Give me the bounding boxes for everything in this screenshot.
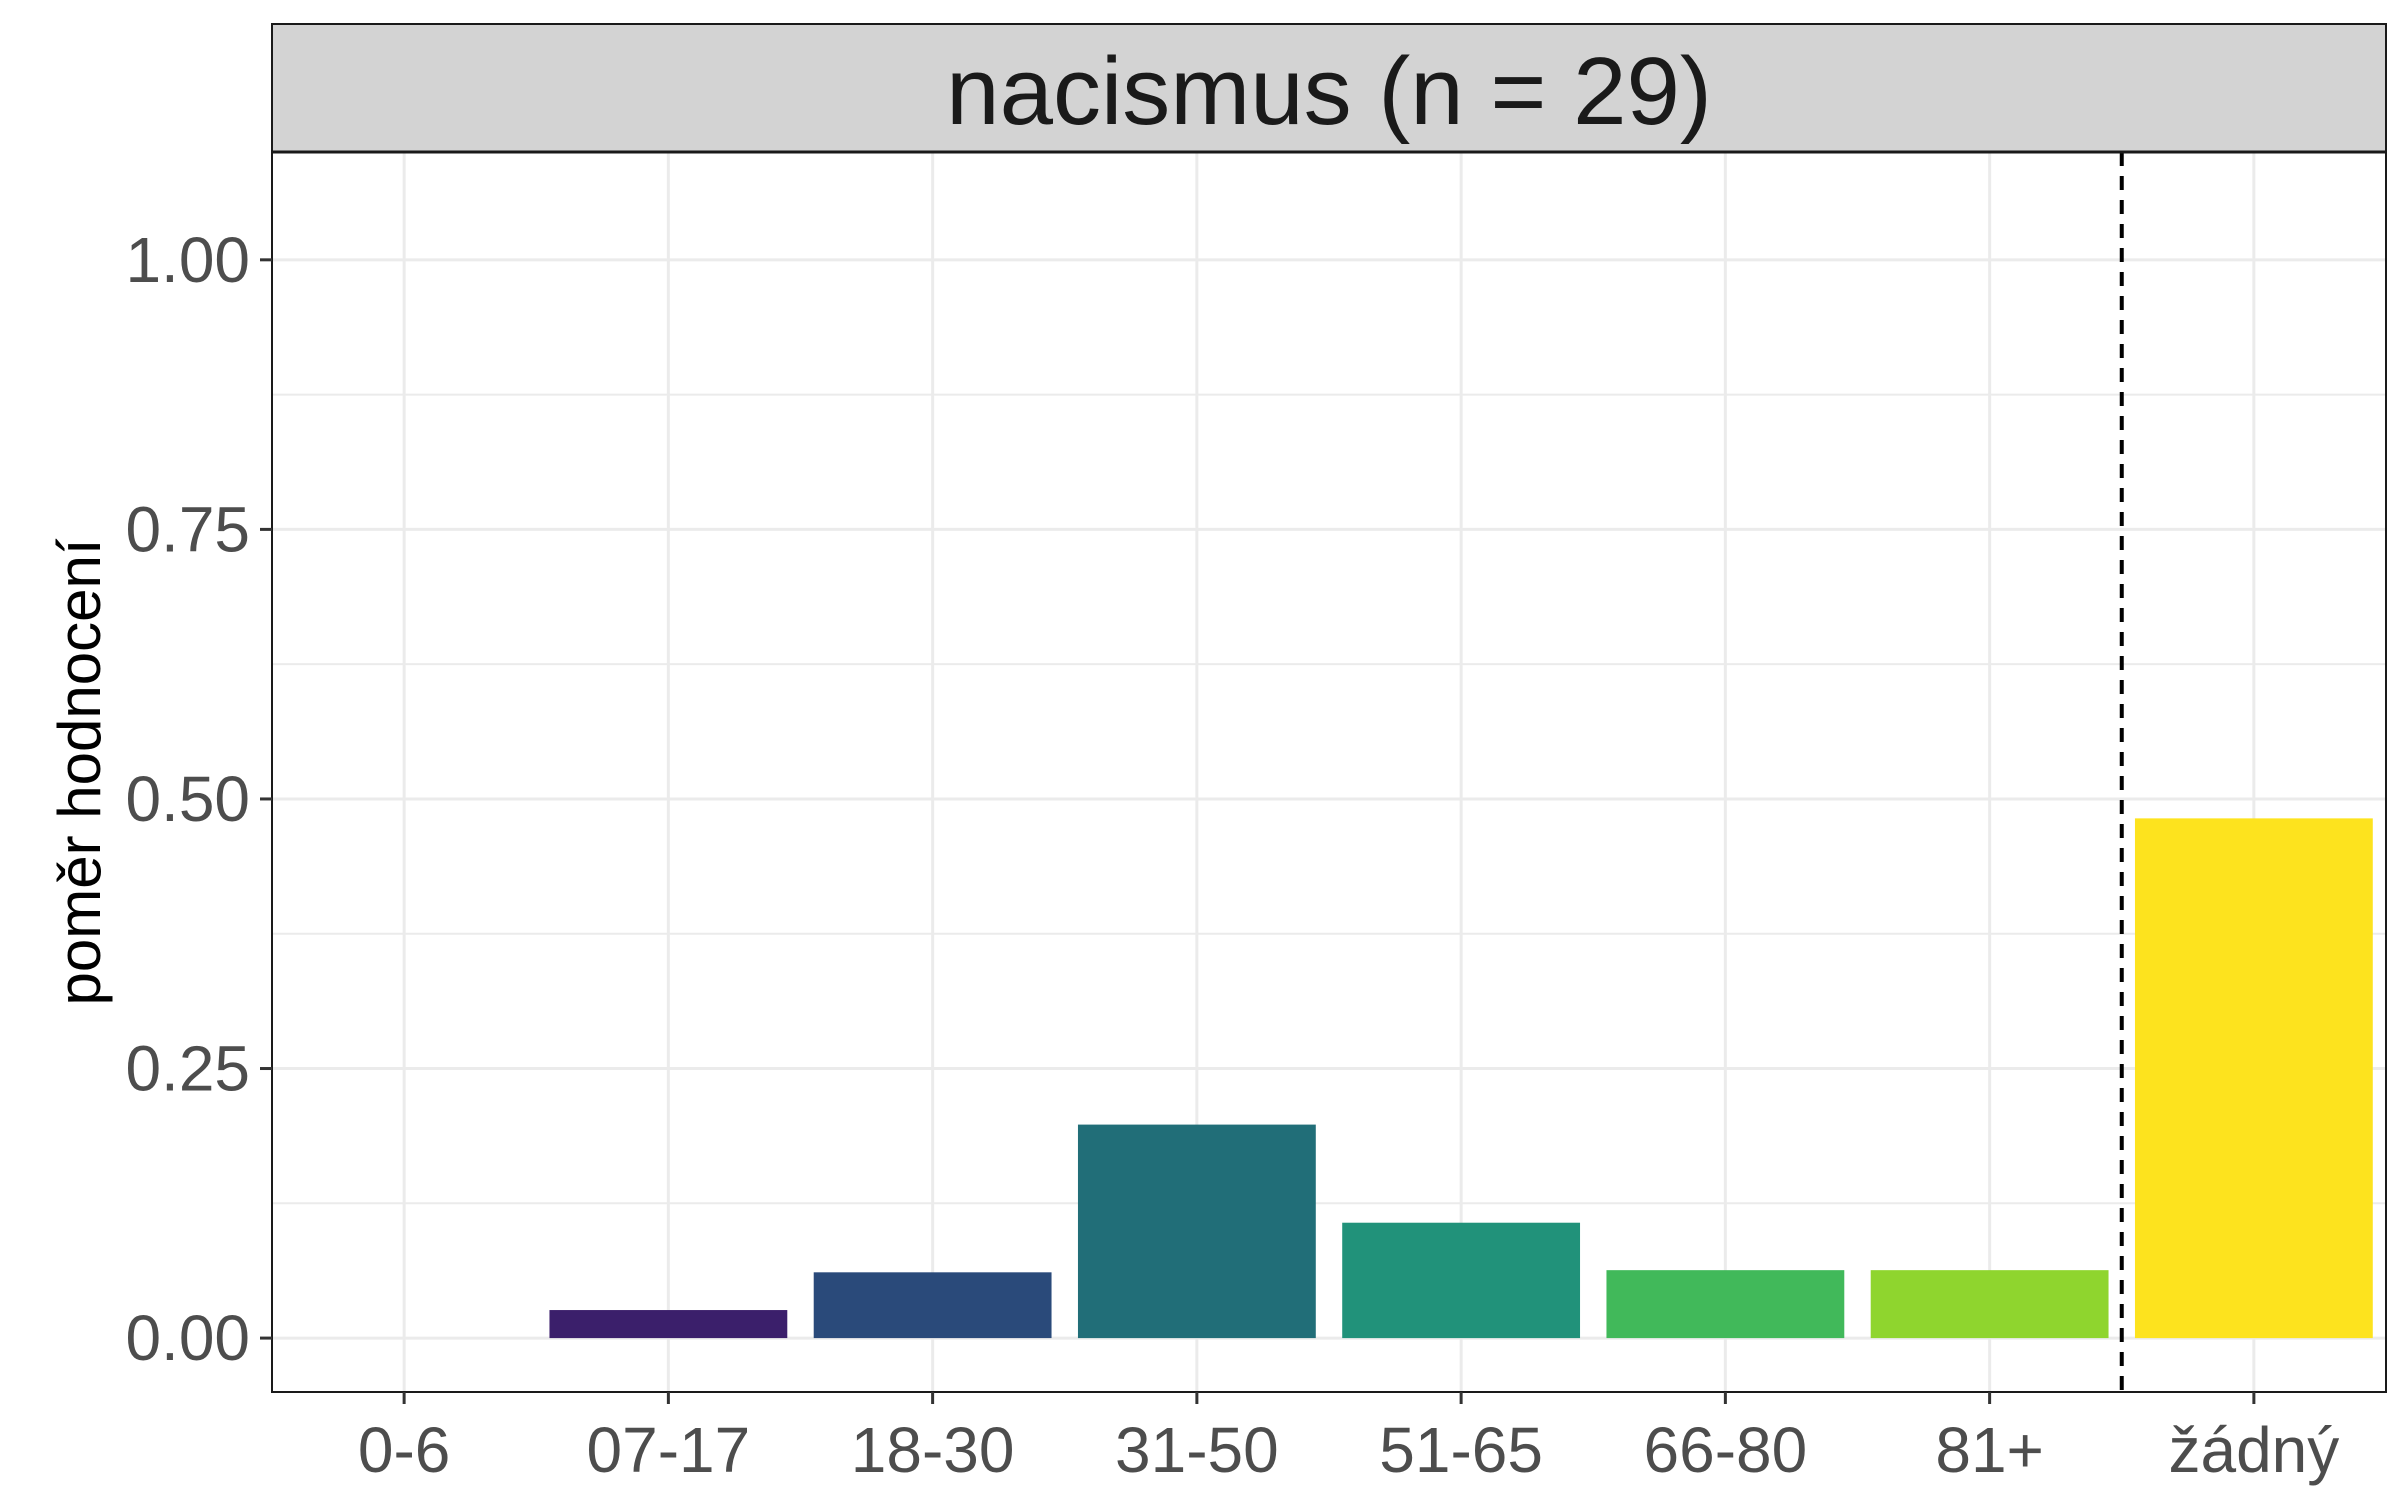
minor-gridlines [272,393,2386,1205]
y-tick-label: 1.00 [125,224,250,296]
plot-panel [272,152,2386,1392]
y-tick-label: 0.50 [125,763,250,835]
x-tick-label: 18-30 [851,1414,1015,1486]
facet-strip [271,23,2387,153]
y-tick-label: 0.25 [125,1033,250,1105]
bar-66-80 [1606,1270,1845,1339]
y-axis-title: poměr hodnocení [46,538,113,1005]
x-tick-label: žádný [2168,1414,2339,1486]
x-tick-label: 0-6 [358,1414,451,1486]
x-tick-label: 31-50 [1115,1414,1279,1486]
x-axis: 0-6 07-17 18-30 31-50 51-65 66-80 81+ žádný [358,1392,2339,1486]
bar-31-50 [1077,1124,1316,1339]
bar-18-30 [813,1272,1052,1339]
x-tick-label: 81+ [1935,1414,2044,1486]
x-tick-label: 07-17 [587,1414,751,1486]
bar-81+ [1870,1270,2109,1339]
bar-07-17 [549,1310,788,1339]
y-axis: 0.00 0.25 0.50 0.75 1.00 [125,224,272,1374]
bars [549,818,2373,1339]
x-tick-label: 51-65 [1379,1414,1543,1486]
y-tick-label: 0.75 [125,493,250,565]
bar-51-65 [1342,1222,1581,1339]
y-tick-label: 0.00 [125,1302,250,1374]
bar-žádný [2134,818,2373,1339]
major-gridlines [272,152,2386,1392]
x-tick-label: 66-80 [1644,1414,1808,1486]
facet-title: nacismus (n = 29) [946,38,1712,145]
